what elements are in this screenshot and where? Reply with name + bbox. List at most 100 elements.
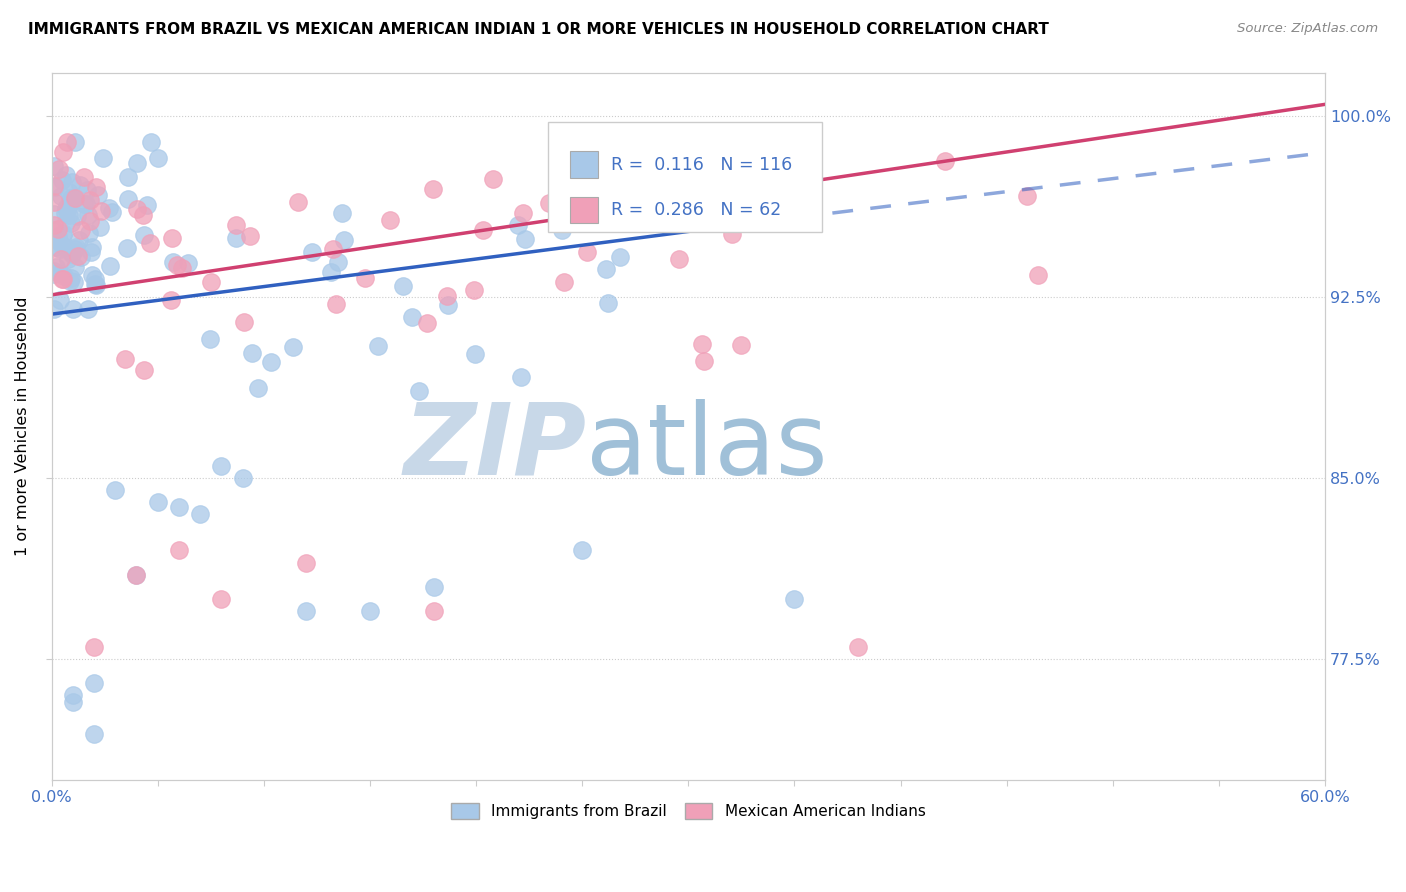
Point	[333, 233, 356, 247]
Point	[416, 316, 439, 330]
FancyBboxPatch shape	[548, 122, 823, 232]
Point	[75, 197, 97, 211]
Point	[42, 195, 65, 210]
Point	[62, 275, 84, 289]
Point	[260, 355, 283, 369]
Point	[60, 216, 83, 230]
Point	[127, 202, 149, 216]
Point	[42, 267, 65, 281]
Point	[51, 271, 73, 285]
Point	[595, 261, 617, 276]
Point	[90, 204, 112, 219]
Point	[553, 275, 575, 289]
Point	[42, 223, 65, 237]
Point	[93, 152, 115, 166]
Text: IMMIGRANTS FROM BRAZIL VS MEXICAN AMERICAN INDIAN 1 OR MORE VEHICLES IN HOUSEHOL: IMMIGRANTS FROM BRAZIL VS MEXICAN AMERIC…	[28, 22, 1049, 37]
Point	[48, 222, 70, 236]
Point	[132, 363, 155, 377]
Point	[537, 195, 560, 210]
Point	[76, 183, 98, 197]
Point	[162, 231, 184, 245]
Point	[463, 283, 485, 297]
Point	[198, 332, 221, 346]
Point	[177, 256, 200, 270]
Point	[693, 353, 716, 368]
Point	[79, 193, 101, 207]
Point	[52, 145, 75, 159]
Point	[209, 459, 232, 474]
Point	[783, 591, 806, 606]
Point	[295, 604, 318, 618]
Point	[62, 688, 84, 702]
Point	[225, 231, 247, 245]
Point	[98, 202, 121, 216]
Point	[721, 227, 744, 241]
Point	[551, 223, 574, 237]
Point	[58, 252, 80, 266]
Point	[83, 272, 105, 286]
Point	[146, 495, 169, 509]
Point	[200, 275, 222, 289]
Bar	[569, 152, 598, 178]
Point	[52, 227, 75, 241]
Point	[80, 244, 103, 259]
Point	[49, 252, 72, 267]
Point	[117, 169, 139, 184]
Point	[846, 640, 869, 654]
Point	[51, 172, 73, 186]
Point	[79, 214, 101, 228]
Legend: Immigrants from Brazil, Mexican American Indians: Immigrants from Brazil, Mexican American…	[446, 797, 932, 825]
Point	[60, 194, 83, 208]
Point	[380, 213, 402, 227]
Point	[42, 302, 65, 317]
Point	[160, 293, 183, 307]
Point	[58, 208, 80, 222]
Point	[295, 556, 318, 570]
Point	[63, 135, 86, 149]
Point	[79, 226, 101, 240]
Point	[52, 227, 75, 241]
Point	[132, 228, 155, 243]
Point	[422, 182, 444, 196]
Point	[48, 162, 70, 177]
Point	[65, 191, 87, 205]
Point	[188, 508, 211, 522]
Point	[67, 233, 90, 247]
Point	[125, 567, 148, 582]
Point	[117, 192, 139, 206]
Point	[1026, 268, 1049, 282]
Point	[436, 289, 458, 303]
Point	[482, 172, 505, 186]
Point	[232, 471, 254, 485]
Point	[44, 180, 66, 194]
Point	[55, 215, 77, 229]
Point	[52, 269, 75, 284]
Point	[136, 198, 159, 212]
Point	[83, 727, 105, 741]
Point	[69, 223, 91, 237]
Point	[325, 296, 347, 310]
Point	[692, 336, 714, 351]
Point	[63, 243, 86, 257]
Point	[132, 209, 155, 223]
Point	[59, 270, 82, 285]
Point	[51, 238, 73, 252]
Point	[391, 278, 413, 293]
Point	[66, 249, 89, 263]
Point	[172, 260, 194, 275]
Point	[59, 190, 82, 204]
Point	[1017, 189, 1039, 203]
Text: ZIP: ZIP	[404, 399, 586, 496]
Point	[42, 207, 65, 221]
Point	[83, 640, 105, 654]
Point	[166, 258, 188, 272]
Point	[60, 175, 83, 189]
Point	[322, 243, 344, 257]
Point	[66, 209, 89, 223]
Point	[359, 604, 381, 618]
Point	[49, 293, 72, 307]
Point	[332, 206, 354, 220]
Point	[48, 234, 70, 248]
Point	[167, 500, 190, 514]
Text: R =  0.116   N = 116: R = 0.116 N = 116	[610, 156, 792, 174]
